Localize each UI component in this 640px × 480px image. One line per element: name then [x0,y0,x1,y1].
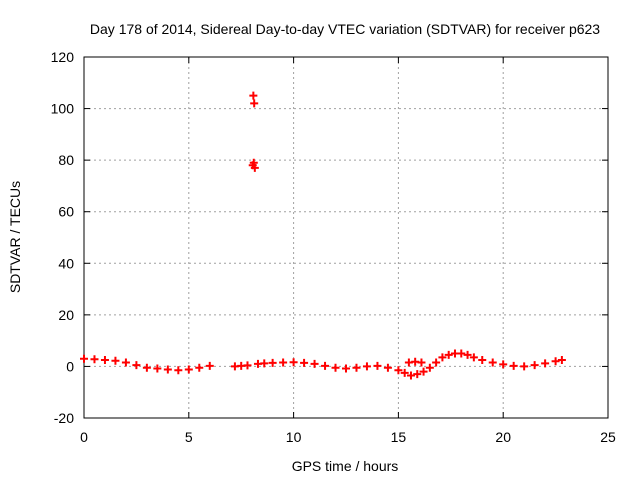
data-point [406,371,415,380]
data-point [457,349,466,358]
data-point [331,363,340,372]
data-point [419,367,428,376]
data-point [174,366,183,375]
data-point [478,355,487,364]
data-point [432,358,441,367]
data-point [463,350,472,359]
data-point [394,366,403,375]
data-point [250,163,259,172]
y-tick-label: 60 [58,204,74,220]
data-point [249,91,258,100]
y-tick-label: 40 [58,255,74,271]
data-point [383,363,392,372]
data-point [279,358,288,367]
data-point [195,363,204,372]
data-point [153,364,162,373]
data-point [373,361,382,370]
data-point [310,359,319,368]
x-tick-label: 20 [495,429,511,445]
data-point [438,353,447,362]
data-point [90,355,99,364]
y-tick-label: 80 [58,152,74,168]
plot-area-border [83,56,609,419]
data-point [342,364,350,373]
x-tick-label: 15 [391,429,407,445]
data-point [121,358,130,367]
data-point [100,355,109,364]
y-axis-ticks: -20 0 20 40 60 80 100 120 [51,49,608,426]
data-point [249,158,258,167]
data-point [289,358,298,367]
x-tick-label: 5 [185,429,193,445]
data-point [557,355,566,364]
y-tick-label: 20 [58,307,74,323]
x-tick-label: 0 [80,429,88,445]
y-axis-label: SDTVAR / TECUs [7,181,23,293]
data-point [111,356,120,365]
data-point [205,361,214,370]
chart-title: Day 178 of 2014, Sidereal Day-to-day VTE… [90,21,600,37]
data-point [243,361,252,370]
data-point [425,363,434,372]
x-axis-label: GPS time / hours [292,458,399,474]
data-point [260,359,269,368]
data-point [551,357,560,366]
data-point [413,370,422,379]
data-point [321,361,330,370]
data-points [80,91,566,380]
data-point [444,350,453,359]
x-tick-label: 10 [286,429,302,445]
data-point [400,368,409,377]
y-tick-label: 120 [51,49,75,65]
data-point [80,354,88,363]
y-tick-label: -20 [54,410,74,426]
data-point [184,365,193,374]
data-point [530,361,539,370]
data-point [499,360,508,369]
data-point [352,363,361,372]
data-point [469,353,478,362]
y-tick-label: 0 [66,358,74,374]
data-point [541,359,550,368]
x-axis-ticks: 0 5 10 15 20 25 [80,57,616,445]
data-point [488,358,497,367]
data-point [520,362,529,371]
grid-lines [84,57,608,418]
x-tick-label: 25 [600,429,616,445]
data-point [509,361,518,370]
data-point [142,363,151,372]
y-tick-label: 100 [51,101,75,117]
data-point [250,99,259,108]
data-point [132,361,141,370]
data-point [417,358,426,367]
data-point [163,365,172,374]
data-point [300,358,309,367]
data-point [362,362,371,371]
data-point [268,358,277,367]
